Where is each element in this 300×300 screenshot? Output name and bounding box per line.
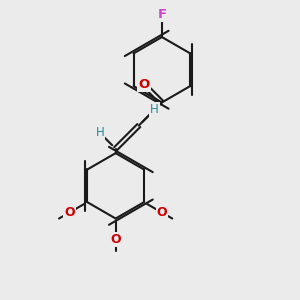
Text: O: O xyxy=(110,233,121,246)
Text: O: O xyxy=(157,206,167,219)
Text: F: F xyxy=(157,8,167,21)
Text: O: O xyxy=(64,206,75,219)
Text: H: H xyxy=(150,103,159,116)
Text: H: H xyxy=(95,126,104,140)
Text: O: O xyxy=(138,78,150,91)
